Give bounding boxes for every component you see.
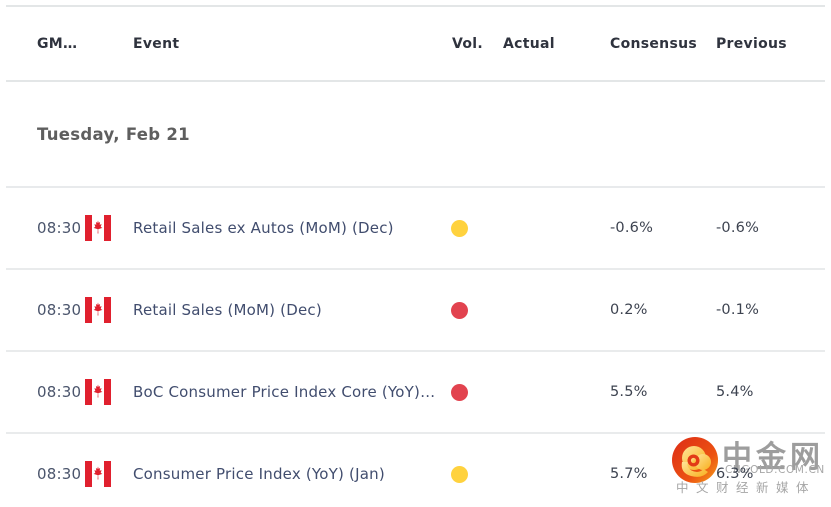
event-time: 08:30: [37, 383, 82, 401]
consensus-value: 0.2%: [610, 302, 648, 318]
column-header-previous[interactable]: Previous: [716, 35, 787, 52]
event-name-link[interactable]: Retail Sales ex Autos (MoM) (Dec): [133, 219, 394, 237]
event-name-link[interactable]: Consumer Price Index (YoY) (Jan): [133, 465, 385, 483]
event-row[interactable]: 08:30 Consumer Price Index (YoY) (Jan) 5…: [6, 434, 825, 507]
event-time: 08:30: [37, 301, 82, 319]
volatility-dot: [451, 301, 468, 319]
event-time: 08:30: [37, 219, 82, 237]
canada-flag-icon: [85, 297, 111, 323]
event-row[interactable]: 08:30 BoC Consumer Price Index Core (YoY…: [6, 352, 825, 434]
column-header-consensus[interactable]: Consensus: [610, 35, 697, 52]
event-row[interactable]: 08:30 Retail Sales ex Autos (MoM) (Dec) …: [6, 188, 825, 270]
event-time: 08:30: [37, 465, 82, 483]
country-cell: [85, 297, 133, 323]
previous-value: -0.1%: [716, 302, 760, 318]
column-header-vol[interactable]: Vol.: [452, 35, 484, 52]
canada-flag-icon: [85, 215, 111, 241]
volatility-cell: [450, 301, 503, 319]
volatility-cell: [450, 219, 503, 237]
column-header-gmt[interactable]: GM…: [37, 35, 78, 52]
date-group-label: Tuesday, Feb 21: [37, 124, 190, 144]
previous-value: 5.4%: [716, 384, 754, 400]
event-name-link[interactable]: BoC Consumer Price Index Core (YoY)…: [133, 383, 436, 401]
country-cell: [85, 215, 133, 241]
previous-value: -0.6%: [716, 220, 760, 236]
consensus-value: 5.7%: [610, 466, 648, 482]
consensus-value: 5.5%: [610, 384, 648, 400]
volatility-cell: [450, 383, 503, 401]
country-cell: [85, 379, 133, 405]
previous-value: 6.3%: [716, 466, 754, 482]
date-group-row: Tuesday, Feb 21: [6, 82, 825, 188]
column-header-event[interactable]: Event: [133, 35, 180, 52]
volatility-dot: [451, 219, 468, 237]
canada-flag-icon: [85, 461, 111, 487]
volatility-dot: [451, 383, 468, 401]
volatility-cell: [450, 465, 503, 483]
table-header-row: GM… Event Vol. Actual Consensus Previous: [6, 7, 825, 82]
volatility-dot: [451, 465, 468, 483]
canada-flag-icon: [85, 379, 111, 405]
event-row[interactable]: 08:30 Retail Sales (MoM) (Dec) 0.2% -0.1…: [6, 270, 825, 352]
consensus-value: -0.6%: [610, 220, 654, 236]
event-name-link[interactable]: Retail Sales (MoM) (Dec): [133, 301, 322, 319]
economic-calendar-table: GM… Event Vol. Actual Consensus Previous…: [6, 5, 825, 507]
column-header-actual[interactable]: Actual: [503, 35, 555, 52]
country-cell: [85, 461, 133, 487]
